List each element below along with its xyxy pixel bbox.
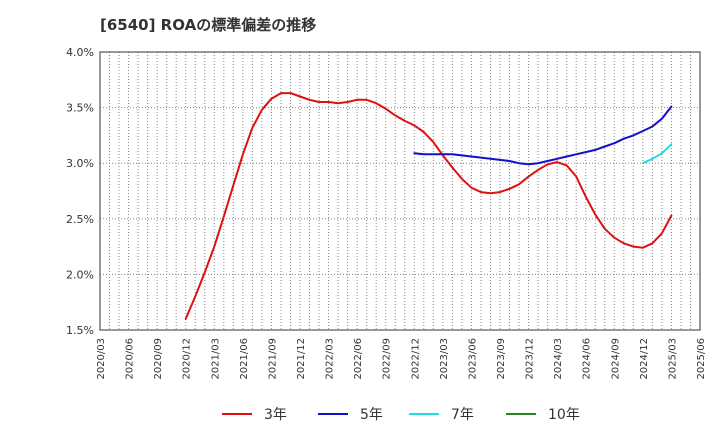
y-tick-label: 3.5% (66, 102, 94, 115)
legend-label-5年: 5年 (360, 407, 383, 423)
plot-frame (99, 51, 701, 331)
legend: 3年 5年 7年 10年 (222, 407, 580, 423)
legend-label-10年: 10年 (548, 407, 580, 423)
y-tick-label: 3.0% (66, 157, 94, 170)
x-tick-label: 2024/06 (582, 338, 593, 380)
chart-title: [6540] ROAの標準偏差の推移 (100, 16, 316, 34)
x-tick-label: 2022/12 (410, 338, 421, 380)
x-tick-label: 2022/09 (382, 338, 393, 380)
x-tick-label: 2021/12 (296, 338, 307, 380)
x-axis-tick-labels: 2020/03 2020/06 2020/09 2020/12 2021/03 2021/… (96, 338, 707, 380)
series-line-3年 (184, 92, 673, 320)
x-tick-label: 2023/09 (496, 338, 507, 380)
legend-label-3年: 3年 (264, 407, 287, 423)
y-tick-label: 4.0% (66, 46, 94, 59)
x-tick-label: 2021/09 (267, 338, 278, 380)
x-tick-label: 2023/12 (525, 338, 536, 380)
x-tick-label: 2021/06 (239, 338, 250, 380)
x-tick-label: 2024/03 (553, 338, 564, 380)
x-tick-label: 2023/06 (467, 338, 478, 380)
x-tick-label: 2020/09 (153, 338, 164, 380)
x-tick-label: 2024/12 (639, 338, 650, 380)
x-tick-label: 2025/06 (696, 338, 707, 380)
x-tick-label: 2024/09 (610, 338, 621, 380)
legend-label-7年: 7年 (451, 407, 474, 423)
y-tick-label: 1.5% (66, 324, 94, 337)
series-lines (184, 92, 673, 320)
y-tick-label: 2.0% (66, 268, 94, 281)
x-tick-label: 2022/03 (325, 338, 336, 380)
series-line-7年 (641, 143, 673, 165)
x-tick-label: 2020/12 (182, 338, 193, 380)
y-axis-tick-labels: 1.5% 2.0% 2.5% 3.0% 3.5% 4.0% (66, 46, 94, 337)
x-tick-label: 2020/06 (125, 338, 136, 380)
series-line-5年 (413, 105, 673, 166)
x-tick-label: 2020/03 (96, 338, 107, 380)
x-tick-label: 2023/03 (439, 338, 450, 380)
y-tick-label: 2.5% (66, 213, 94, 226)
x-tick-label: 2025/03 (667, 338, 678, 380)
grid-lines (100, 52, 700, 330)
x-tick-label: 2021/03 (210, 338, 221, 380)
x-tick-label: 2022/06 (353, 338, 364, 380)
